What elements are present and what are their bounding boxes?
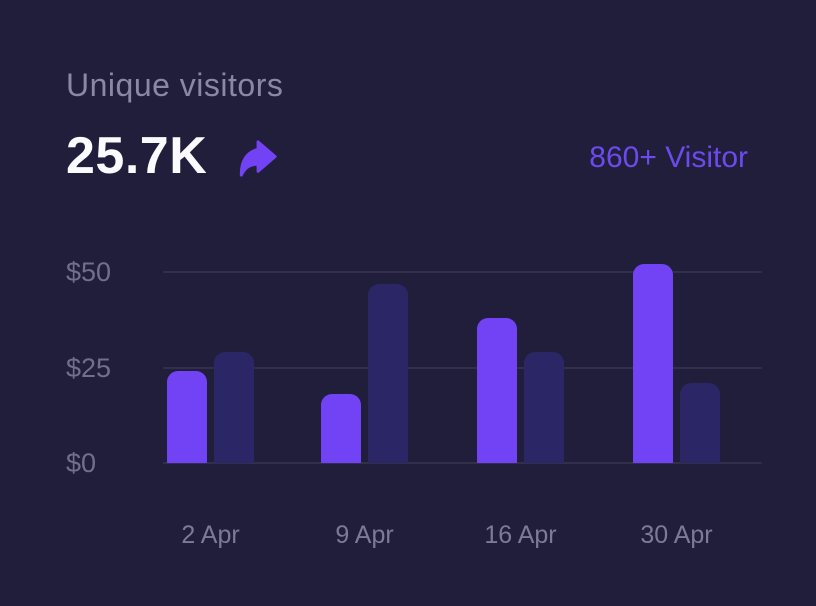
bar-previous-30-apr[interactable] <box>680 382 720 463</box>
gridline-25 <box>163 366 762 369</box>
bar-current-2-apr[interactable] <box>167 371 207 463</box>
y-tick-label-25: $25 <box>66 353 112 383</box>
bar-previous-9-apr[interactable] <box>368 283 408 463</box>
card-title: Unique visitors <box>66 67 284 103</box>
y-tick-label-0: $0 <box>66 448 97 478</box>
bar-current-16-apr[interactable] <box>477 317 517 463</box>
x-axis-label-30-apr: 30 Apr <box>640 521 713 549</box>
share-arrow-icon <box>237 137 279 179</box>
gridline-0 <box>163 462 762 464</box>
bar-group-2-apr <box>167 352 254 463</box>
bar-group-9-apr <box>321 283 408 463</box>
x-axis: 2 Apr 9 Apr 16 Apr 30 Apr <box>0 520 816 550</box>
bar-previous-16-apr[interactable] <box>524 352 564 463</box>
metric-row: 25.7K <box>66 130 279 182</box>
y-tick-label-50: $50 <box>66 257 112 287</box>
bar-current-9-apr[interactable] <box>321 394 361 463</box>
x-axis-label-16-apr: 16 Apr <box>484 521 557 549</box>
bar-group-30-apr <box>633 264 720 463</box>
visitor-count-badge: 860+ Visitor <box>589 141 748 174</box>
bar-previous-2-apr[interactable] <box>214 352 254 463</box>
plot-area <box>163 264 762 464</box>
metric-value: 25.7K <box>66 127 208 185</box>
gridline-50 <box>163 271 762 273</box>
x-axis-label-9-apr: 9 Apr <box>335 521 394 549</box>
x-axis-label-2-apr: 2 Apr <box>181 521 240 549</box>
bar-current-30-apr[interactable] <box>633 264 673 463</box>
bar-group-16-apr <box>477 317 564 463</box>
